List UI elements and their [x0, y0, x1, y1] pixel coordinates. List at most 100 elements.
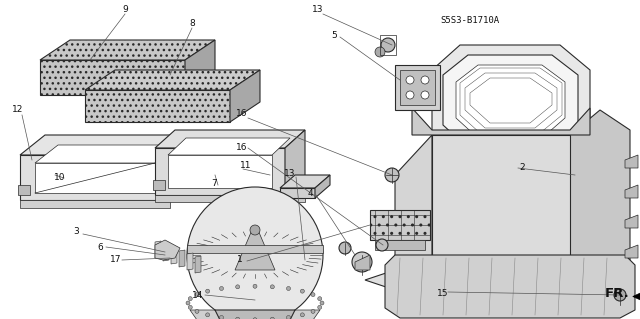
Text: S5S3-B1710A: S5S3-B1710A [441, 16, 500, 25]
Text: 9: 9 [122, 5, 128, 14]
Circle shape [188, 305, 192, 309]
Polygon shape [531, 171, 558, 198]
Text: 7: 7 [211, 180, 217, 189]
Polygon shape [155, 241, 161, 258]
Polygon shape [400, 70, 435, 105]
Polygon shape [187, 253, 193, 270]
Circle shape [287, 286, 291, 291]
Circle shape [205, 313, 210, 317]
Circle shape [186, 301, 190, 305]
Polygon shape [432, 135, 570, 235]
Text: 15: 15 [437, 290, 449, 299]
Text: 14: 14 [192, 292, 204, 300]
Circle shape [195, 309, 199, 313]
Polygon shape [195, 256, 201, 273]
Text: 13: 13 [284, 168, 296, 177]
Polygon shape [153, 180, 165, 190]
Circle shape [421, 91, 429, 99]
Circle shape [270, 285, 275, 289]
Polygon shape [370, 210, 430, 240]
Circle shape [236, 317, 239, 319]
Polygon shape [625, 215, 638, 228]
Polygon shape [443, 55, 578, 148]
Circle shape [300, 289, 305, 293]
Circle shape [220, 286, 223, 291]
Text: 5: 5 [331, 31, 337, 40]
Polygon shape [155, 240, 180, 260]
Polygon shape [315, 175, 330, 198]
Polygon shape [395, 65, 440, 110]
Polygon shape [442, 200, 470, 226]
Text: 10: 10 [54, 174, 66, 182]
Circle shape [253, 284, 257, 288]
Circle shape [236, 285, 239, 289]
Text: 4: 4 [307, 189, 313, 198]
Circle shape [375, 47, 385, 57]
Text: 6: 6 [97, 242, 103, 251]
Text: 16: 16 [236, 144, 248, 152]
Polygon shape [155, 130, 305, 148]
Circle shape [287, 315, 291, 319]
Polygon shape [633, 286, 640, 307]
Polygon shape [40, 60, 185, 95]
Polygon shape [40, 40, 215, 60]
Polygon shape [412, 108, 590, 135]
Polygon shape [18, 185, 30, 195]
Polygon shape [235, 230, 275, 270]
Polygon shape [285, 130, 305, 195]
Circle shape [250, 225, 260, 235]
Polygon shape [20, 155, 170, 200]
Text: 12: 12 [12, 106, 24, 115]
Circle shape [320, 301, 324, 305]
Text: 2: 2 [519, 164, 525, 173]
Circle shape [270, 317, 275, 319]
Polygon shape [168, 155, 272, 188]
Polygon shape [163, 244, 169, 261]
Polygon shape [35, 145, 178, 163]
Circle shape [352, 252, 372, 272]
Polygon shape [20, 135, 195, 155]
Polygon shape [35, 163, 155, 193]
Circle shape [317, 305, 322, 309]
Text: 17: 17 [110, 255, 122, 263]
Polygon shape [85, 90, 230, 122]
Circle shape [406, 91, 414, 99]
Polygon shape [625, 245, 638, 258]
Text: 11: 11 [240, 161, 252, 170]
Polygon shape [215, 310, 295, 319]
Polygon shape [280, 188, 315, 198]
Polygon shape [472, 200, 499, 226]
Polygon shape [190, 310, 320, 319]
Text: 13: 13 [312, 5, 324, 14]
Circle shape [339, 242, 351, 254]
Polygon shape [230, 70, 260, 122]
Circle shape [187, 187, 323, 319]
Polygon shape [155, 195, 305, 202]
Polygon shape [456, 65, 565, 138]
Text: 1: 1 [237, 256, 243, 264]
Polygon shape [432, 45, 590, 155]
Polygon shape [185, 40, 215, 95]
Polygon shape [375, 240, 425, 250]
Polygon shape [168, 138, 290, 155]
Text: 8: 8 [189, 19, 195, 28]
Polygon shape [472, 171, 499, 198]
Circle shape [406, 76, 414, 84]
Circle shape [385, 168, 399, 182]
Circle shape [311, 293, 315, 297]
Circle shape [614, 289, 626, 301]
Polygon shape [570, 110, 630, 285]
Polygon shape [442, 171, 470, 198]
Polygon shape [365, 260, 600, 290]
Polygon shape [501, 143, 529, 169]
Polygon shape [179, 250, 185, 267]
Circle shape [195, 293, 199, 297]
Circle shape [205, 289, 210, 293]
Polygon shape [170, 135, 195, 200]
Polygon shape [395, 135, 432, 270]
Circle shape [188, 297, 192, 301]
Text: 3: 3 [73, 227, 79, 236]
Polygon shape [432, 135, 570, 270]
Circle shape [300, 313, 305, 317]
Polygon shape [385, 255, 635, 318]
